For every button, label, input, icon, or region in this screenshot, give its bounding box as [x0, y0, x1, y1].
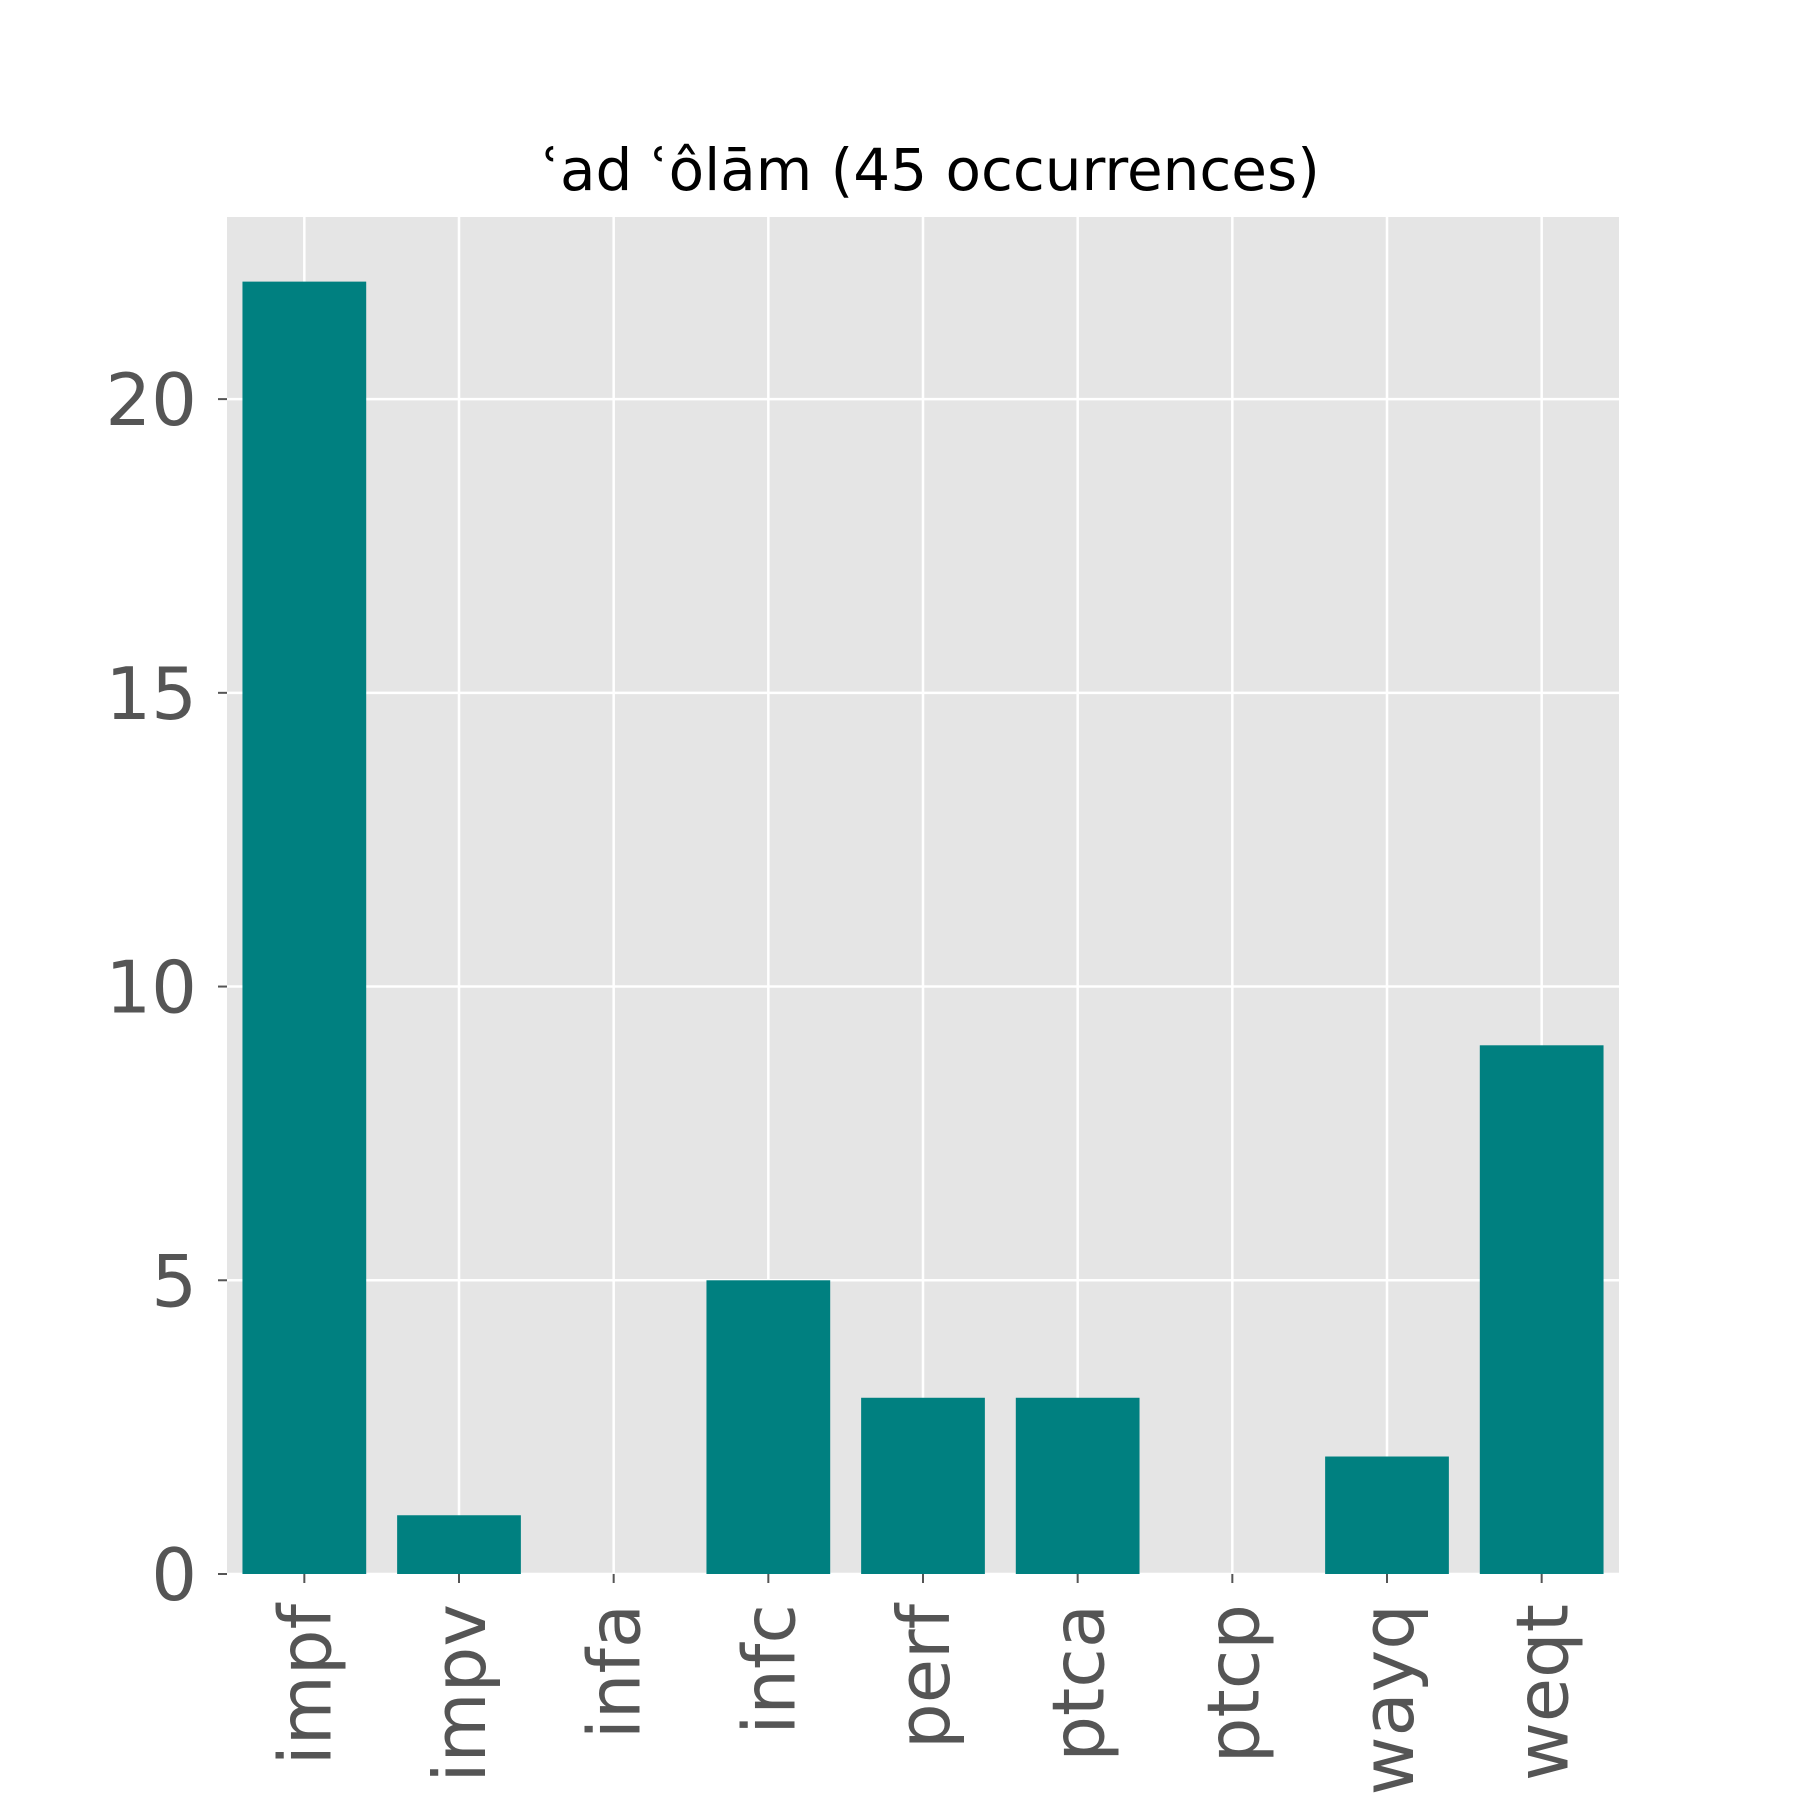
x-tick-label-ptca: ptca: [1037, 1604, 1121, 1762]
x-tick-label-weqt: weqt: [1501, 1604, 1585, 1781]
axes: 0 5 10 15 20 impf impv infa infc perf ptca ptcp wayq…: [105, 358, 1584, 1795]
y-tick-label: 10: [105, 946, 197, 1030]
bar-wayq: [1325, 1456, 1449, 1574]
x-tick-label-impf: impf: [263, 1602, 347, 1765]
x-tick-label-infc: infc: [727, 1604, 811, 1735]
bar-impf: [242, 281, 367, 1575]
y-tick-label: 20: [105, 358, 197, 442]
x-tick-label-perf: perf: [882, 1602, 966, 1749]
bar-weqt: [1479, 1045, 1604, 1574]
bar-impv: [397, 1515, 521, 1574]
grid-lines: [227, 217, 1619, 1576]
bar-ptca: [1015, 1397, 1140, 1574]
chart-title: ʿad ʿôlām (45 occurrences): [542, 136, 1320, 204]
y-tick-label: 0: [151, 1533, 197, 1617]
bar-perf: [861, 1397, 985, 1574]
y-tick-label: 15: [105, 652, 197, 736]
bars: [242, 281, 1604, 1575]
x-tick-label-ptcp: ptcp: [1191, 1604, 1275, 1763]
bar-infc: [706, 1280, 831, 1574]
x-tick-label-impv: impv: [418, 1604, 502, 1782]
y-tick-label: 5: [151, 1239, 197, 1323]
x-tick-label-infa: infa: [573, 1604, 657, 1739]
x-tick-label-wayq: wayq: [1346, 1604, 1430, 1795]
